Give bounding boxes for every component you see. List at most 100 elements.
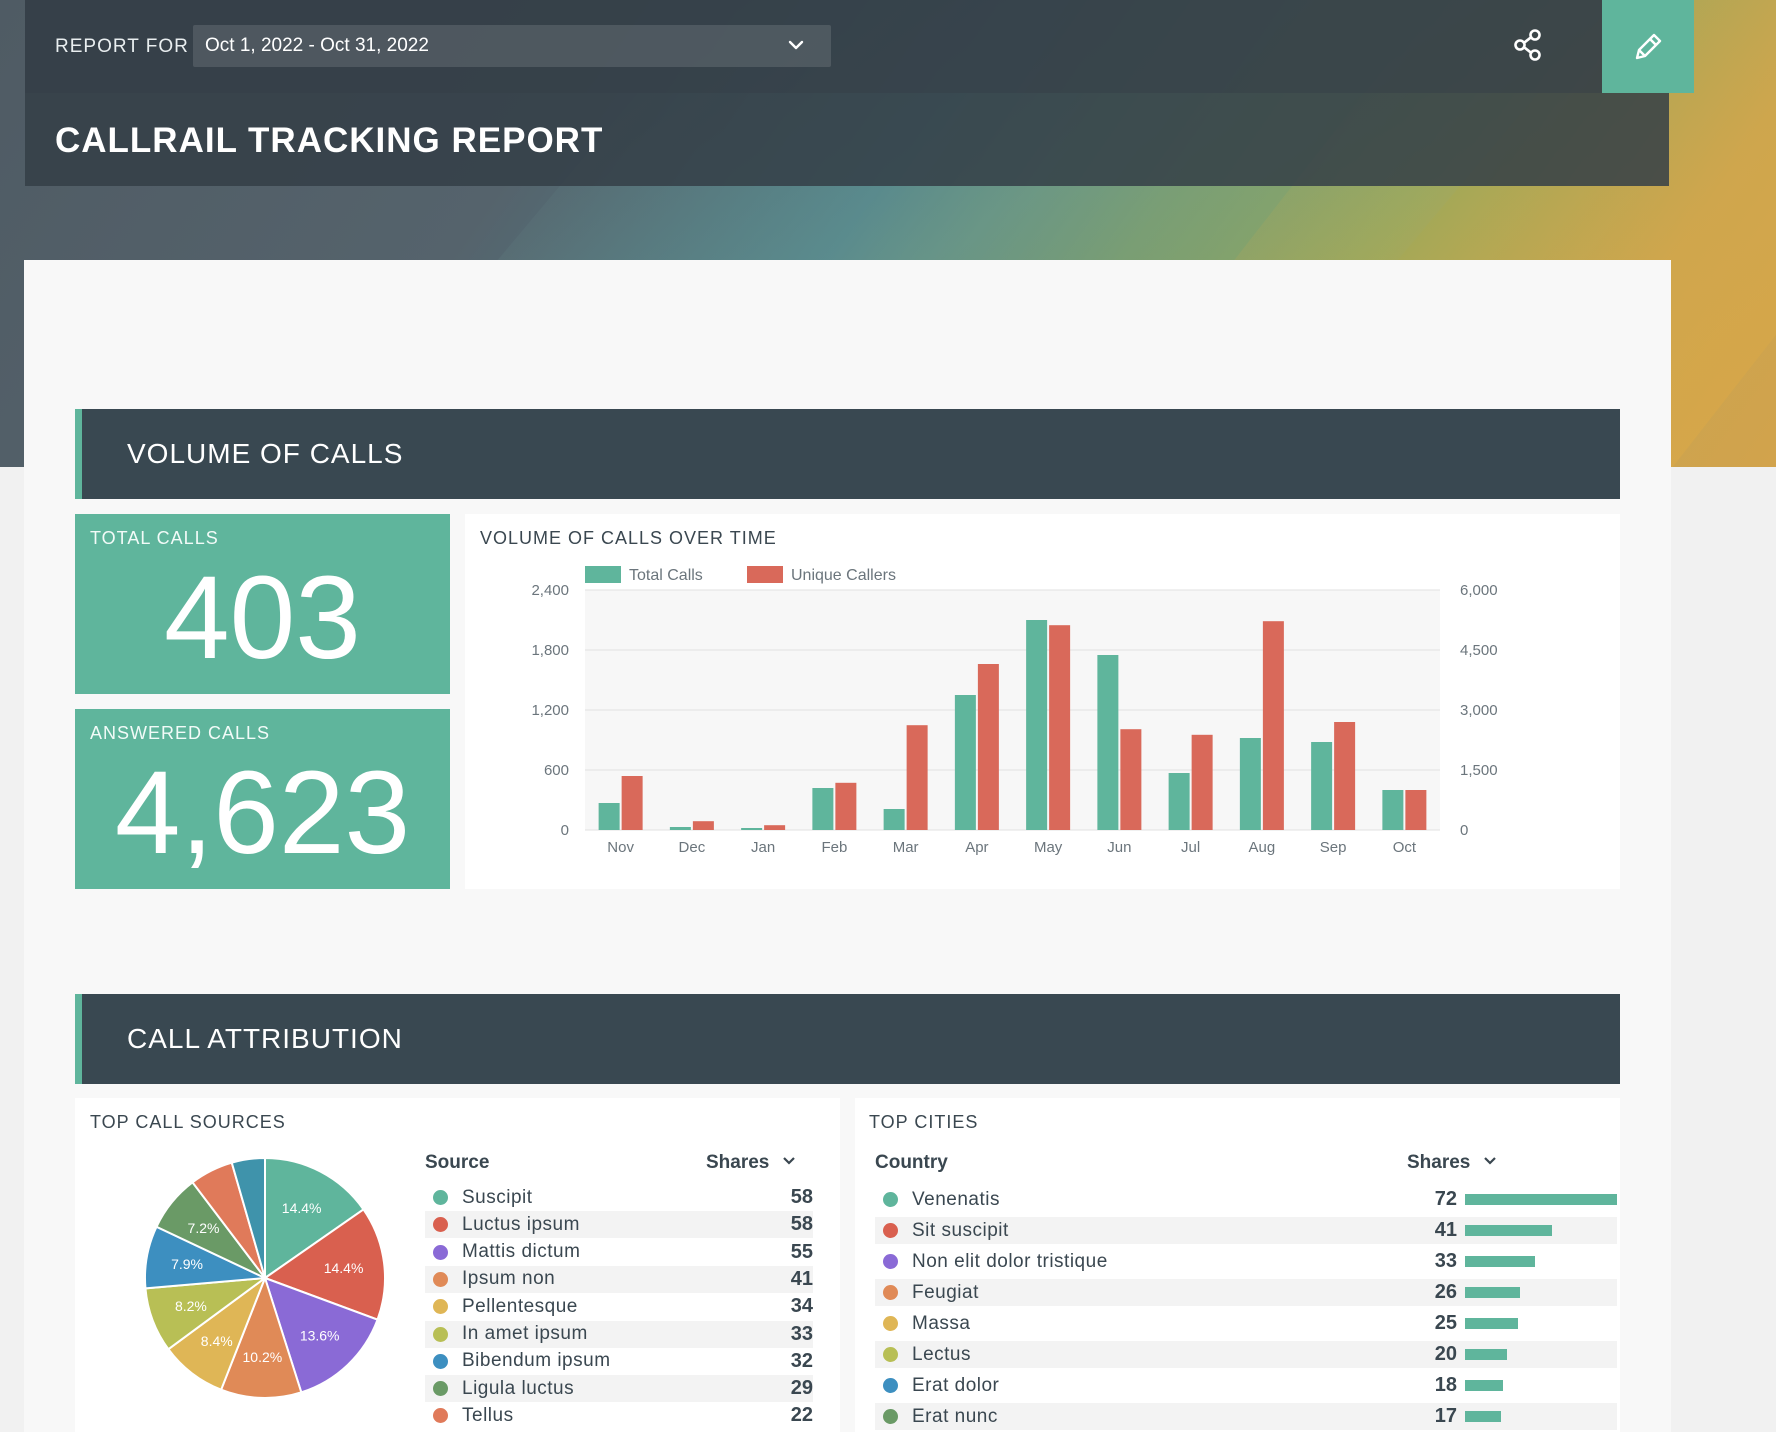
row-value: 72 [1434,1188,1457,1210]
legend-dot-icon [433,1299,448,1315]
pie-slice [262,1208,386,1321]
y-right-tick-label: 4,500 [1460,642,1498,659]
bar-total-calls [1026,620,1048,830]
row-label: Ligula luctus [462,1377,575,1399]
column-header-shares[interactable]: Shares [706,1152,797,1174]
row-value: 58 [790,1186,813,1208]
table-row[interactable]: Bibendum ipsum 32 [425,1348,813,1375]
legend-dot-icon [433,1353,448,1369]
bar-unique-callers [835,782,857,830]
pie-slice-label: 14.4% [324,1260,364,1276]
x-tick-label: Oct [1393,839,1417,856]
column-header-label: Shares [706,1152,770,1173]
pie-slice-label: 8.2% [175,1298,207,1314]
y-tick-label: 2,400 [531,582,569,599]
row-value: 18 [1434,1374,1457,1396]
table-row[interactable]: Pellentesque 34 [425,1293,813,1320]
pie-slice [230,1156,266,1279]
share-bar [1465,1380,1503,1391]
bar-unique-callers [621,776,643,830]
bar-unique-callers [1049,625,1071,830]
table-row[interactable]: Erat dolor 18 [875,1372,1617,1399]
legend-dot-icon [883,1192,898,1207]
share-bar-track [1457,1349,1617,1360]
date-range-select[interactable]: Oct 1, 2022 - Oct 31, 2022 [193,25,831,67]
bar-unique-callers [764,825,786,830]
table-row[interactable]: Mattis dictum 55 [425,1239,813,1266]
date-range-value: Oct 1, 2022 - Oct 31, 2022 [205,35,429,56]
x-tick-label: Sep [1320,839,1347,856]
bar-total-calls [1097,655,1119,830]
row-value: 20 [1434,1343,1457,1365]
pie-slice-label: 7.2% [188,1220,220,1236]
row-value: 32 [790,1349,813,1372]
row-value: 26 [1434,1281,1457,1303]
pie-slice-label: 10.2% [243,1349,283,1365]
legend-dot-icon [883,1254,898,1269]
legend-dot-icon [883,1223,898,1238]
bar-total-calls [883,809,905,830]
section-header-attribution: CALL ATTRIBUTION [75,994,1620,1084]
pie-slice-label: 13.6% [300,1327,340,1343]
table-row[interactable]: Tellus 22 [425,1402,813,1429]
row-label: Bibendum ipsum [462,1350,611,1372]
legend-label: Unique Callers [791,567,896,584]
share-bar-track [1457,1380,1617,1391]
row-value: 34 [790,1295,813,1318]
bar-total-calls [741,828,763,830]
column-header-source[interactable]: Source [425,1152,490,1173]
column-header-shares[interactable]: Shares [1407,1152,1498,1174]
table-row[interactable]: Non elit dolor tristique 33 [875,1248,1617,1275]
legend-swatch [747,566,783,583]
share-bar [1465,1194,1617,1205]
section-header-volume: VOLUME OF CALLS [75,409,1620,499]
share-icon [1514,29,1541,61]
row-label: Feugiat [912,1281,979,1303]
bar-total-calls [954,695,976,830]
bar-unique-callers [906,725,928,830]
bar-total-calls [1168,773,1190,830]
y-right-tick-label: 6,000 [1460,582,1498,599]
column-header-country[interactable]: Country [875,1152,948,1173]
section-title: CALL ATTRIBUTION [127,1023,403,1054]
edit-button[interactable] [1602,0,1694,93]
row-label: Lectus [912,1343,971,1365]
table-row[interactable]: Suscipit 58 [425,1184,813,1211]
table-row[interactable]: Lectus 20 [875,1341,1617,1368]
table-row[interactable]: Massa 25 [875,1310,1617,1337]
table-row[interactable]: Ligula luctus 29 [425,1375,813,1403]
kpi-value: 4,623 [114,747,411,879]
table-row[interactable]: Erat nunc 17 [875,1403,1617,1430]
chevron-down-icon [788,40,804,50]
share-bar-track [1457,1411,1617,1422]
table-row[interactable]: Luctus ipsum 58 [425,1211,813,1239]
table-row[interactable]: Feugiat 26 [875,1279,1617,1306]
legend-dot-icon [433,1271,448,1287]
x-tick-label: Mar [893,839,919,856]
table-row[interactable]: Venenatis 72 [875,1186,1617,1213]
kpi-label: TOTAL CALLS [90,528,219,548]
row-label: Pellentesque [462,1295,578,1317]
title-bar: CALLRAIL TRACKING REPORT [25,93,1669,186]
row-label: Tellus [462,1404,514,1426]
legend-swatch [585,566,621,583]
table-row[interactable]: In amet ipsum 33 [425,1320,813,1348]
row-value: 41 [1434,1219,1457,1241]
kpi-total-calls: TOTAL CALLS 403 [75,514,450,694]
bar-total-calls [669,827,691,830]
pie-slice [219,1275,303,1399]
row-value: 58 [790,1213,813,1236]
row-label: Mattis dictum [462,1241,581,1263]
row-value: 22 [790,1404,813,1427]
bar-unique-callers [1262,621,1284,830]
panel-title: TOP CALL SOURCES [90,1112,286,1132]
bar-unique-callers [1191,734,1213,830]
table-row[interactable]: Sit suscipit 41 [875,1217,1617,1244]
row-value: 33 [1434,1250,1457,1272]
y-tick-label: 0 [561,822,569,839]
page-title: CALLRAIL TRACKING REPORT [55,121,604,160]
bar-total-calls [812,788,834,830]
row-label: Sit suscipit [912,1219,1009,1241]
table-row[interactable]: Ipsum non 41 [425,1265,813,1293]
share-button[interactable] [1505,22,1551,68]
